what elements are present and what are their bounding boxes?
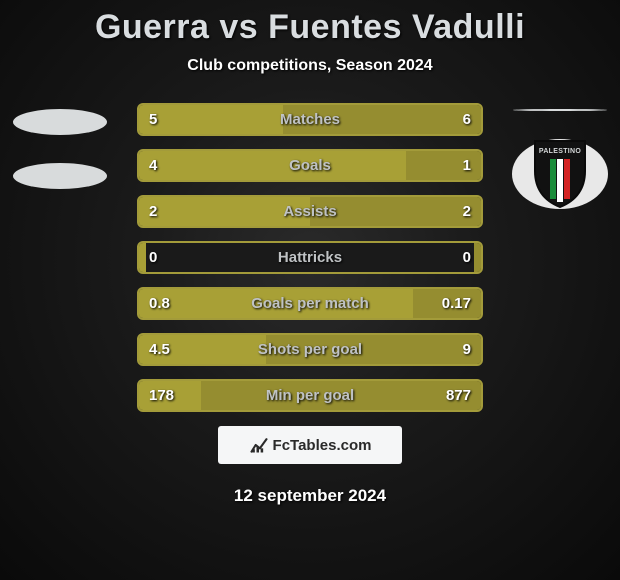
stat-row: Assists22 [137,195,483,228]
stat-fill-left [139,381,201,410]
stat-fill-right [310,197,481,226]
stat-fill-right [413,289,481,318]
stat-fill-right [474,243,481,272]
stat-fill-right [406,151,481,180]
stat-bars: Matches56 Goals41 Assists22 Hattricks0 0 Goal… [137,103,483,412]
stat-fill-right [201,381,481,410]
stat-fill-left [139,243,146,272]
page-title: Guerra vs Fuentes Vadulli [0,8,620,47]
content-wrap: Guerra vs Fuentes Vadulli Club competiti… [0,0,620,580]
placeholder-ellipse [513,109,607,111]
brand-badge: FcTables.com [218,426,402,464]
stat-row: Hattricks0 0 [137,241,483,274]
brand-label: FcTables.com [273,437,372,454]
stat-fill-right [266,335,481,364]
stats-area: PALESTINO Matches56 Goals41 Assists22 Hattr… [0,103,620,412]
placeholder-ellipse [13,109,107,135]
stat-row: Goals per match0.80.17 [137,287,483,320]
stat-fill-right [283,105,481,134]
stat-fill-left [139,335,266,364]
stat-label: Hattricks [139,243,481,272]
stat-value-right: 0 [463,243,471,272]
stat-value-left: 0 [149,243,157,272]
subtitle: Club competitions, Season 2024 [0,57,620,75]
club-shield-icon: PALESTINO [531,139,589,209]
stat-row: Goals41 [137,149,483,182]
chart-icon [249,435,269,455]
stat-row: Shots per goal4.59 [137,333,483,366]
club-shield-label: PALESTINO [539,148,581,155]
player-left-logo [10,109,110,209]
date-label: 12 september 2024 [0,486,620,506]
stat-fill-left [139,151,406,180]
stat-row: Min per goal178877 [137,379,483,412]
club-shield-wrap: PALESTINO [512,139,608,209]
stat-row: Matches56 [137,103,483,136]
placeholder-ellipse [13,163,107,189]
stat-fill-left [139,105,283,134]
stat-fill-left [139,197,310,226]
stat-fill-left [139,289,413,318]
player-right-logo: PALESTINO [510,109,610,209]
